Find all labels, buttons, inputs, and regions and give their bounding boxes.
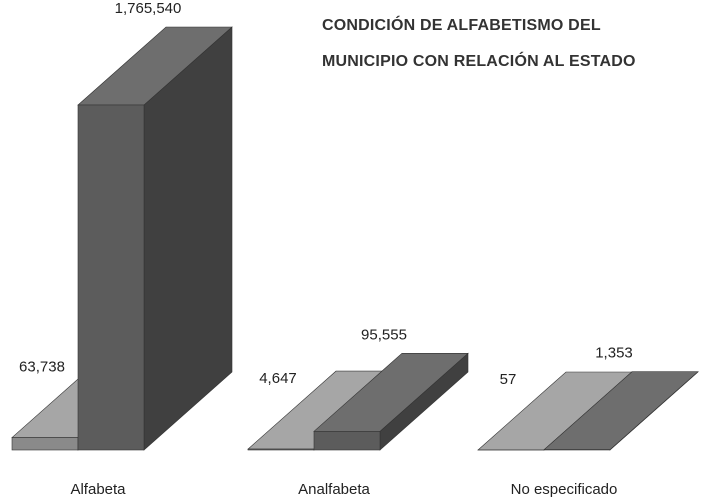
bar	[77, 104, 145, 451]
bar	[247, 448, 315, 451]
x-tick-label: No especificado	[511, 481, 618, 498]
value-label: 57	[500, 371, 517, 388]
bar	[313, 431, 381, 451]
bar	[11, 437, 79, 451]
x-tick-label: Analfabeta	[298, 481, 370, 498]
value-label: 1,353	[595, 345, 633, 362]
x-tick-label: Alfabeta	[70, 481, 126, 498]
value-label: 1,765,540	[115, 0, 182, 17]
chart-title: CONDICIÓN DE ALFABETISMO DEL MUNICIPIO C…	[322, 17, 636, 70]
value-label: 4,647	[259, 370, 297, 387]
value-label: 95,555	[361, 326, 407, 343]
value-label: 63,738	[19, 359, 65, 376]
